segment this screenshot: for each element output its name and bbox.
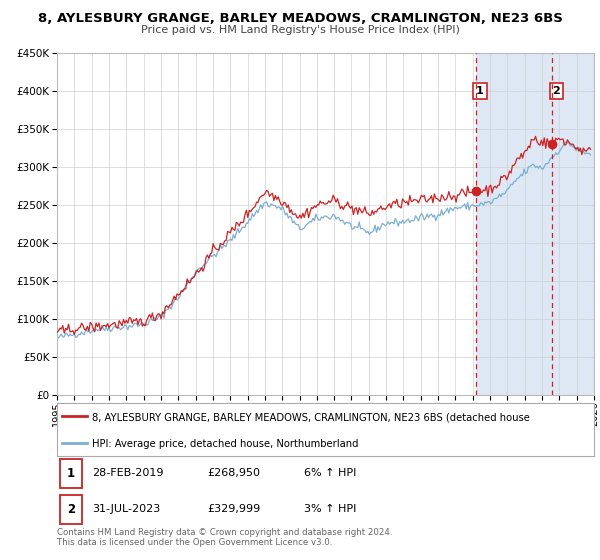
Text: 8, AYLESBURY GRANGE, BARLEY MEADOWS, CRAMLINGTON, NE23 6BS (detached house: 8, AYLESBURY GRANGE, BARLEY MEADOWS, CRA… <box>92 412 530 422</box>
FancyBboxPatch shape <box>59 459 82 488</box>
Text: 31-JUL-2023: 31-JUL-2023 <box>92 505 160 515</box>
Text: HPI: Average price, detached house, Northumberland: HPI: Average price, detached house, Nort… <box>92 438 358 449</box>
Text: Contains HM Land Registry data © Crown copyright and database right 2024.
This d: Contains HM Land Registry data © Crown c… <box>57 528 392 547</box>
Text: 3% ↑ HPI: 3% ↑ HPI <box>304 505 356 515</box>
Bar <box>552 53 594 395</box>
Text: 2: 2 <box>67 503 75 516</box>
Bar <box>476 53 552 395</box>
Text: 1: 1 <box>476 86 484 96</box>
Text: £329,999: £329,999 <box>208 505 260 515</box>
Text: £268,950: £268,950 <box>208 468 260 478</box>
Text: 8, AYLESBURY GRANGE, BARLEY MEADOWS, CRAMLINGTON, NE23 6BS: 8, AYLESBURY GRANGE, BARLEY MEADOWS, CRA… <box>38 12 562 25</box>
FancyBboxPatch shape <box>59 495 82 524</box>
Text: Price paid vs. HM Land Registry's House Price Index (HPI): Price paid vs. HM Land Registry's House … <box>140 25 460 35</box>
Text: 2: 2 <box>553 86 560 96</box>
Text: 28-FEB-2019: 28-FEB-2019 <box>92 468 163 478</box>
Text: 1: 1 <box>67 467 75 480</box>
Text: 6% ↑ HPI: 6% ↑ HPI <box>304 468 356 478</box>
